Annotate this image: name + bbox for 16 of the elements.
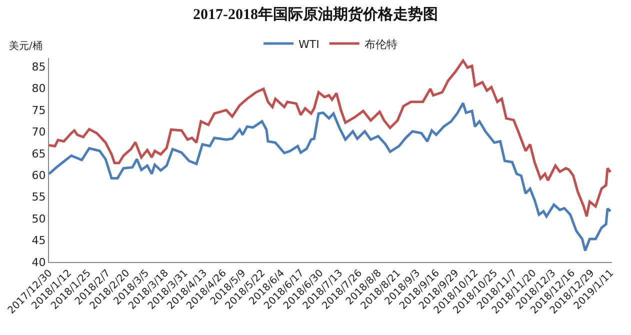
y-tick-label: 55 — [32, 190, 46, 204]
y-tick-label: 40 — [32, 256, 46, 269]
y-tick-label: 70 — [32, 126, 46, 139]
legend-label: 布伦特 — [364, 38, 398, 51]
y-tick-label: 75 — [32, 104, 46, 117]
legend-label: WTI — [298, 38, 320, 51]
y-tick-label: 80 — [32, 82, 46, 96]
y-tick-label: 85 — [32, 60, 46, 74]
y-tick-label: 50 — [32, 212, 46, 226]
y-axis-title: 美元/桶 — [9, 40, 42, 52]
y-tick-label: 60 — [32, 169, 46, 182]
chart-title: 2017-2018年国际原油期货价格走势图 — [193, 6, 438, 23]
y-tick-label: 45 — [32, 234, 46, 248]
line-series — [49, 102, 612, 252]
line-series — [49, 59, 612, 218]
y-tick-label: 65 — [32, 147, 46, 160]
